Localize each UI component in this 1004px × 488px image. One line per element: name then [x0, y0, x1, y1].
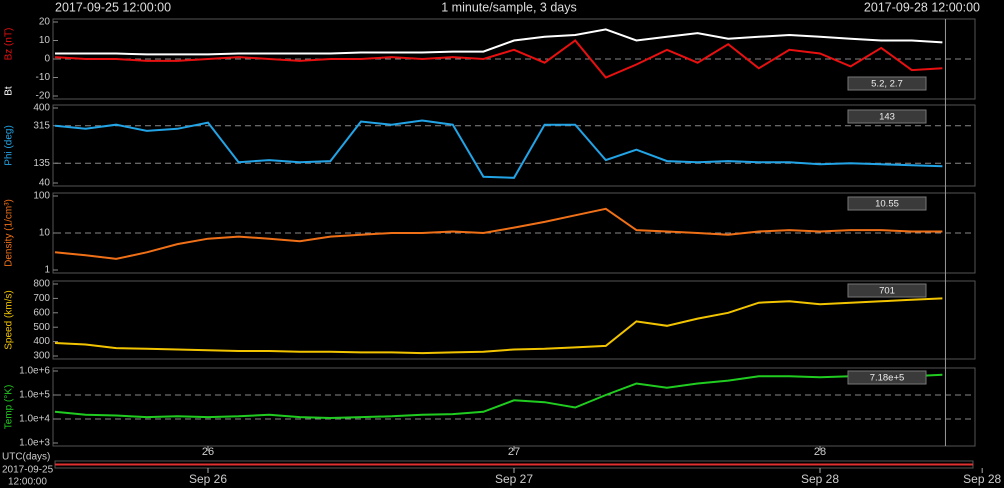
y-tick-label: 1.0e+6 — [19, 366, 50, 377]
y-tick-label: 1.0e+5 — [19, 390, 50, 401]
data-line — [55, 28, 943, 56]
data-line — [54, 207, 943, 260]
readout: 143 — [879, 112, 895, 123]
date-tick-label: Sep 26 — [189, 472, 227, 486]
y-tick-label: 40 — [39, 178, 51, 189]
y-tick-label: 10 — [39, 35, 51, 46]
y-tick-label: -10 — [36, 72, 51, 83]
panel-frame — [52, 280, 976, 360]
data-line — [54, 119, 943, 179]
date-tick-label: Sep 28 — [963, 472, 1001, 486]
x-tick-label: 27 — [508, 446, 520, 458]
y-tick-label: 300 — [33, 351, 50, 362]
data-line — [54, 373, 943, 420]
readout-box — [847, 283, 927, 298]
data-line — [54, 39, 943, 79]
y-tick-label: 135 — [33, 158, 50, 169]
y-tick-label: 10 — [39, 228, 51, 239]
y-axis-label: Speed (km/s) — [4, 290, 15, 349]
readout: 701 — [879, 286, 895, 297]
date-tick-label: Sep 28 — [801, 472, 839, 486]
data-line — [54, 297, 943, 355]
y-tick-label: 400 — [33, 336, 50, 347]
x-axis-label: UTC(days) — [2, 452, 50, 463]
footer-time: 12:00:00 — [8, 477, 47, 488]
y-tick-label: 0 — [44, 54, 50, 65]
y-tick-label: 400 — [33, 103, 50, 114]
readout-box — [847, 370, 927, 385]
readout: 10.55 — [875, 199, 899, 210]
y-tick-label: 600 — [33, 307, 50, 318]
start-time: 2017-09-25 12:00:00 — [55, 0, 171, 14]
y-axis-label: Phi (deg) — [4, 125, 15, 166]
y-tick-label: 20 — [39, 17, 51, 28]
panel-frame — [52, 104, 976, 187]
x-tick-label: 28 — [814, 446, 826, 458]
y-axis-label: Density (1/cm³) — [4, 199, 15, 267]
y-tick-label: 100 — [33, 191, 50, 202]
date-tick-label: Sep 27 — [495, 472, 533, 486]
readout-box — [847, 196, 927, 211]
y-tick-label: 500 — [33, 322, 50, 333]
y-tick-label: -20 — [36, 91, 51, 102]
y-tick-label: 315 — [33, 120, 50, 131]
y-axis-label: Temp (°K) — [4, 385, 15, 430]
readout-box — [847, 76, 927, 91]
footer-date: 2017-09-25 — [2, 465, 54, 476]
y-axis-label: Bt — [4, 86, 15, 96]
x-tick-label: 26 — [202, 446, 214, 458]
y-tick-label: 800 — [33, 279, 50, 290]
y-tick-label: 700 — [33, 293, 50, 304]
y-tick-label: 1.0e+3 — [19, 438, 50, 449]
y-tick-label: 1 — [44, 265, 50, 276]
readout: 7.18e+5 — [870, 373, 905, 384]
y-axis-label: Bz (nT) — [4, 28, 15, 61]
y-tick-label: 1.0e+4 — [19, 414, 50, 425]
readout: 5.2, 2.7 — [871, 79, 903, 90]
readout-box — [847, 109, 927, 124]
end-time: 2017-09-28 12:00:00 — [864, 0, 980, 14]
subtitle: 1 minute/sample, 3 days — [441, 0, 577, 14]
